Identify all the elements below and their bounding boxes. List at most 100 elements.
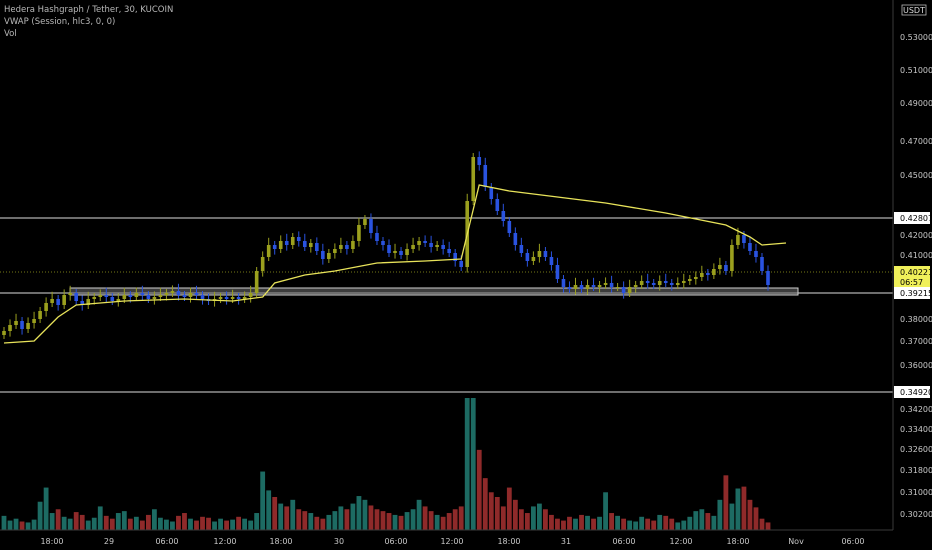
volume-bar xyxy=(254,513,260,530)
candle-body xyxy=(339,245,343,249)
volume-bar xyxy=(170,521,175,530)
volume-bar xyxy=(753,507,759,530)
candle-body xyxy=(399,251,403,255)
currency-badge[interactable]: USDT xyxy=(903,6,925,15)
candle-body xyxy=(188,293,193,297)
volume-bar xyxy=(164,519,169,530)
volume-bar xyxy=(206,517,211,530)
candle-body xyxy=(327,253,331,259)
candle-body xyxy=(333,249,337,253)
candle-body xyxy=(477,157,482,165)
time-tick-label: 18:00 xyxy=(726,537,749,546)
volume-bar xyxy=(85,520,91,530)
volume-bar xyxy=(43,487,49,530)
volume-bar xyxy=(518,509,524,530)
volume-bar xyxy=(482,478,488,530)
price-tick-label: 0.47000 xyxy=(900,137,932,146)
price-axis[interactable]: 0.53000 0.51000 0.49000 0.47000 0.45000 0.420… xyxy=(900,33,932,519)
volume-bar xyxy=(344,509,350,530)
volume-bar xyxy=(338,506,344,530)
candle-body xyxy=(68,293,72,295)
volume-bar xyxy=(145,514,151,530)
volume-bar xyxy=(410,509,416,530)
candle-body xyxy=(567,287,572,289)
candle-body xyxy=(609,283,614,287)
volume-bar xyxy=(543,509,548,530)
volume-bar xyxy=(368,505,374,530)
volume-bar xyxy=(314,516,320,530)
volume-bar xyxy=(13,518,19,530)
volume-bar xyxy=(597,516,602,530)
candle-body xyxy=(152,297,157,299)
volume-bar xyxy=(729,503,735,530)
candle-body xyxy=(236,297,241,299)
volume-bar xyxy=(440,516,446,530)
candle-body xyxy=(700,273,704,277)
price-tick-label: 0.34200 xyxy=(900,405,932,414)
volume-bar xyxy=(663,515,669,530)
volume-bar xyxy=(446,513,452,530)
volume-bar xyxy=(1,515,7,530)
candle-body xyxy=(657,281,662,285)
candle-body xyxy=(224,297,229,299)
volume-bar xyxy=(555,518,560,530)
volume-bar xyxy=(103,515,109,530)
volume-bar xyxy=(158,517,163,530)
candle-body xyxy=(134,293,139,297)
candle-body xyxy=(639,281,644,285)
candle-body xyxy=(74,293,78,301)
volume-bar xyxy=(500,506,506,530)
candle-body xyxy=(537,251,542,257)
candle-body xyxy=(315,243,319,251)
candle-body xyxy=(104,295,109,297)
volume-legend[interactable]: Vol xyxy=(4,29,17,39)
volume-bar xyxy=(494,497,500,530)
candle-body xyxy=(218,297,223,299)
candle-body xyxy=(321,251,325,259)
volume-bar xyxy=(765,522,771,530)
time-axis[interactable]: 18:00 29 06:00 12:00 18:00 30 06:00 12:00 18:00 3… xyxy=(40,537,864,546)
volume-bar xyxy=(320,518,326,530)
price-tick-label: 0.49000 xyxy=(900,99,932,108)
volume-bar xyxy=(506,487,512,530)
candle-body xyxy=(555,265,560,279)
volume-bar xyxy=(735,488,741,530)
candle-body xyxy=(98,295,103,297)
candle-body xyxy=(531,257,536,261)
candle-body xyxy=(242,297,247,299)
candle-body xyxy=(375,233,379,241)
candle-body xyxy=(489,187,494,199)
volume-bar xyxy=(55,509,61,530)
candle-body xyxy=(140,293,145,295)
volume-bar xyxy=(512,499,518,530)
volume-bar xyxy=(549,514,554,530)
time-tick-label: 06:00 xyxy=(384,537,407,546)
time-tick-label: 06:00 xyxy=(612,537,635,546)
time-tick-label: 06:00 xyxy=(841,537,864,546)
volume-bar xyxy=(591,518,596,530)
time-tick-label: 30 xyxy=(334,537,344,546)
candle-body xyxy=(32,319,36,323)
volume-bar xyxy=(428,511,434,530)
volume-bar xyxy=(73,512,79,530)
volume-bar xyxy=(236,516,242,530)
volume-bar xyxy=(326,514,332,530)
candle-body xyxy=(573,285,578,289)
candle-body xyxy=(176,291,181,295)
volume-bar xyxy=(681,520,687,530)
volume-bar xyxy=(458,506,464,530)
candle-body xyxy=(748,243,752,251)
price-tick-label: 0.41000 xyxy=(900,251,932,260)
candle-body xyxy=(411,245,415,249)
volume-bar xyxy=(115,513,121,530)
candle-body xyxy=(278,241,283,249)
candle-body xyxy=(718,265,722,269)
candle-body xyxy=(2,331,6,335)
level-tag-box xyxy=(894,212,930,224)
vwap-legend[interactable]: VWAP (Session, hlc3, 0, 0) xyxy=(4,17,115,27)
volume-bar xyxy=(308,513,314,530)
countdown-label: 06:57 xyxy=(900,278,923,287)
candle-body xyxy=(645,281,650,283)
candle-body xyxy=(621,287,626,293)
